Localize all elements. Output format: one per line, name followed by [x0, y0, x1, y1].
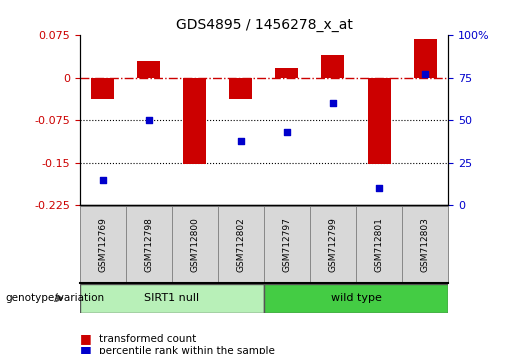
Title: GDS4895 / 1456278_x_at: GDS4895 / 1456278_x_at — [176, 18, 352, 32]
Bar — [91, 78, 114, 99]
FancyBboxPatch shape — [402, 206, 448, 282]
FancyBboxPatch shape — [310, 206, 356, 282]
Bar — [414, 39, 437, 78]
Text: ■: ■ — [80, 332, 92, 344]
Text: ■: ■ — [80, 344, 92, 354]
Text: transformed count: transformed count — [99, 334, 197, 344]
Point — [237, 138, 245, 144]
Bar — [276, 68, 299, 78]
FancyBboxPatch shape — [126, 206, 171, 282]
FancyBboxPatch shape — [80, 206, 126, 282]
FancyBboxPatch shape — [264, 206, 310, 282]
Text: GSM712769: GSM712769 — [98, 217, 107, 272]
Bar — [183, 78, 207, 164]
Text: GSM712798: GSM712798 — [144, 217, 153, 272]
FancyBboxPatch shape — [264, 284, 448, 313]
Point — [375, 185, 383, 191]
Point — [329, 101, 337, 106]
Bar — [321, 55, 345, 78]
Text: GSM712802: GSM712802 — [236, 217, 246, 272]
Text: GSM712803: GSM712803 — [421, 217, 430, 272]
FancyBboxPatch shape — [218, 206, 264, 282]
Text: GSM712800: GSM712800 — [191, 217, 199, 272]
Point — [145, 118, 153, 123]
FancyBboxPatch shape — [356, 206, 402, 282]
FancyBboxPatch shape — [172, 206, 218, 282]
Text: genotype/variation: genotype/variation — [5, 293, 104, 303]
Text: GSM712801: GSM712801 — [374, 217, 384, 272]
Text: percentile rank within the sample: percentile rank within the sample — [99, 346, 276, 354]
Text: GSM712799: GSM712799 — [329, 217, 337, 272]
Text: wild type: wild type — [331, 293, 382, 303]
Point — [421, 72, 429, 77]
Point — [99, 177, 107, 183]
Point — [283, 130, 291, 135]
Bar — [229, 78, 252, 99]
FancyBboxPatch shape — [80, 284, 264, 313]
Bar — [138, 61, 160, 78]
Text: GSM712797: GSM712797 — [282, 217, 291, 272]
Bar — [368, 78, 390, 164]
Text: SIRT1 null: SIRT1 null — [144, 293, 199, 303]
